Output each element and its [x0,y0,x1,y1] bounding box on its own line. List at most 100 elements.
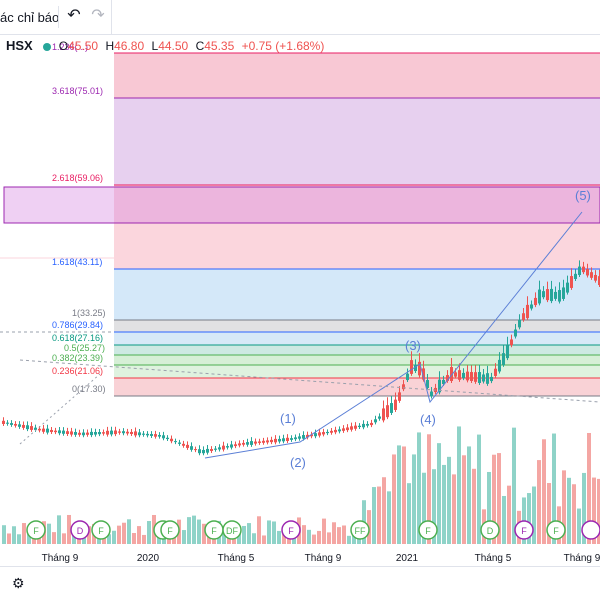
undo-icon[interactable]: ↶ [67,7,81,24]
close-value: 45.35 [204,39,235,53]
candle [158,434,161,437]
candle [6,422,9,424]
candle [562,287,565,299]
candle [322,432,325,435]
wave-label: (3) [405,338,421,353]
fib-label: 1.618(43.11) [52,257,102,267]
candle [274,438,277,443]
volume-bar [562,470,566,544]
high-label: H [105,39,115,53]
candle [574,273,577,279]
candle [30,426,33,430]
volume-bar [547,483,551,544]
volume-bar [437,443,441,544]
volume-bar [427,434,431,544]
volume-bar [22,523,26,544]
volume-bar [2,525,6,544]
candle [482,374,485,382]
candle [238,443,241,446]
candle [362,423,365,428]
volume-bar [457,426,461,544]
candle [122,431,125,434]
candle [318,432,321,436]
candle [422,368,425,380]
event-circle [581,520,600,540]
candle [462,372,465,379]
volume-bar [572,484,576,544]
volume-bar [27,529,31,544]
trend-line [19,359,600,403]
redo-icon[interactable]: ↷ [91,7,105,24]
candle [98,432,101,435]
event-circle [160,520,180,540]
candle [190,446,193,450]
selection-box [3,186,600,224]
volume-bar [342,525,346,544]
volume-bar [112,530,116,544]
candle [314,433,317,437]
indicators-button[interactable]: ác chỉ báo [0,10,60,25]
axis-tick-label: 2020 [137,553,160,564]
price-chart[interactable]: 3.618(75.01) 2.618(59.06) 1.618(43.11) 1(33… [0,34,600,566]
volume-bar [197,519,201,544]
candle [570,276,573,288]
candle [566,282,569,293]
candle [490,376,493,382]
volume-bar [442,464,446,544]
candle [126,431,129,434]
candle [38,428,41,431]
candle [386,405,389,418]
volume-bar [62,533,66,544]
candle [530,304,533,309]
volume-bar [492,454,496,544]
volume-bar [322,518,326,544]
volume-bar [47,523,51,544]
settings-icon[interactable]: ⚙ [12,575,25,591]
wave-label: (2) [290,455,306,470]
fib-label: 0.236(21.06) [52,366,103,376]
volume-bar [542,439,546,544]
candle [586,268,589,276]
candle [266,440,269,443]
candle [546,289,549,301]
candle [42,428,45,432]
fib-bands [0,52,600,397]
candle [14,423,17,426]
candle [210,449,213,451]
candle [114,430,117,435]
candle [130,431,133,435]
candle [398,392,401,401]
event-circle [91,520,111,540]
candle [234,444,237,447]
volume-bar [272,521,276,544]
volume-bar [227,535,231,544]
candle [374,419,377,423]
candle [34,427,37,430]
volume-bar [12,526,16,544]
time-axis: Tháng 9 2020 Tháng 5 Tháng 9 2021 Tháng 5 Thán… [0,546,600,566]
event-circle [350,520,370,540]
candle [598,276,600,286]
candle [402,384,405,390]
volume-bar [567,477,571,544]
volume-bar [577,508,581,544]
elliott-wave-line [204,211,583,459]
candle [590,272,593,278]
candle [470,372,473,381]
volume-bar [587,432,591,544]
candle [498,359,501,372]
volume-bar [532,486,536,544]
candle [378,416,381,419]
candle [154,434,157,437]
volume-bar [57,515,61,544]
volume-bar [237,534,241,544]
candle [146,433,149,436]
fib-label: 0(17.30) [72,384,106,394]
event-marker: F [546,520,566,540]
event-label: F [288,526,294,536]
candle [246,442,249,445]
volume-bar [132,533,136,544]
candle [418,361,421,376]
event-marker: F [281,520,301,540]
candle [106,430,109,435]
